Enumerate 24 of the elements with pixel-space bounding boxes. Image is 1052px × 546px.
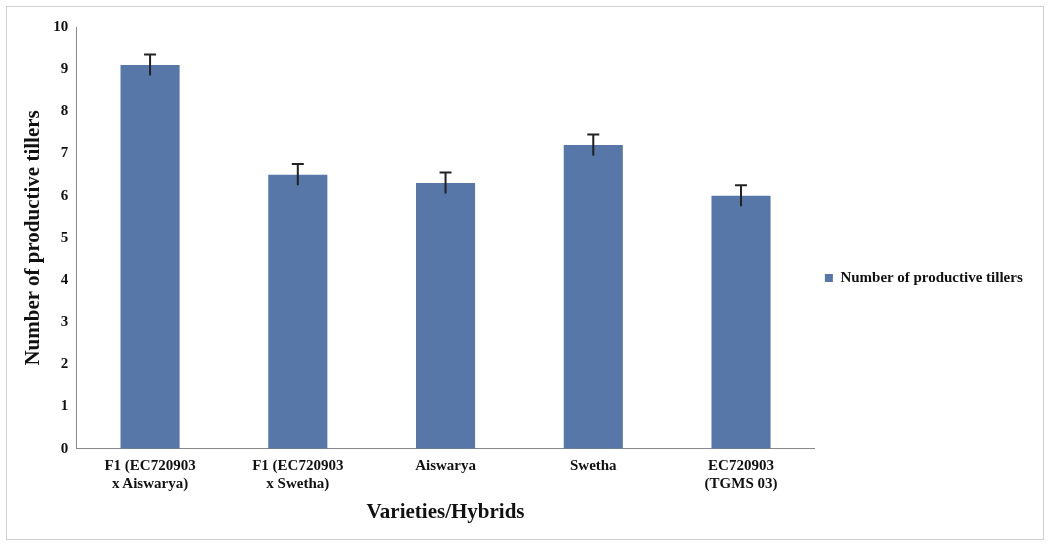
x-tick-label: EC720903 (TGMS 03)	[704, 456, 778, 492]
y-tick-label: 7	[60, 144, 69, 161]
bar	[563, 145, 623, 449]
y-tick-label: 1	[60, 397, 69, 414]
y-tick-label: 9	[60, 60, 69, 77]
bar	[416, 183, 476, 449]
x-tick-label: Aiswarya	[415, 456, 477, 473]
y-tick-label: 10	[53, 17, 69, 34]
legend-label: Number of productive tillers	[840, 268, 1023, 285]
y-tick-label: 2	[60, 355, 69, 372]
bar	[120, 64, 180, 449]
bar	[711, 195, 771, 449]
y-axis-title: Number of productive tillers	[20, 110, 45, 366]
y-tick-label: 4	[60, 270, 69, 287]
x-tick-label: F1 (EC720903 x Swetha)	[252, 456, 344, 492]
y-tick-label: 6	[60, 186, 69, 203]
x-tick-label: F1 (EC720903 x Aiswarya)	[104, 456, 196, 492]
x-tick-label: Swetha	[569, 456, 618, 473]
y-tick-label: 5	[60, 228, 69, 245]
bar	[268, 174, 328, 449]
y-tick-label: 3	[60, 313, 69, 330]
x-axis-title: Varieties/Hybrids	[366, 498, 525, 523]
y-tick-label: 0	[60, 439, 69, 456]
y-tick-label: 8	[60, 102, 69, 119]
